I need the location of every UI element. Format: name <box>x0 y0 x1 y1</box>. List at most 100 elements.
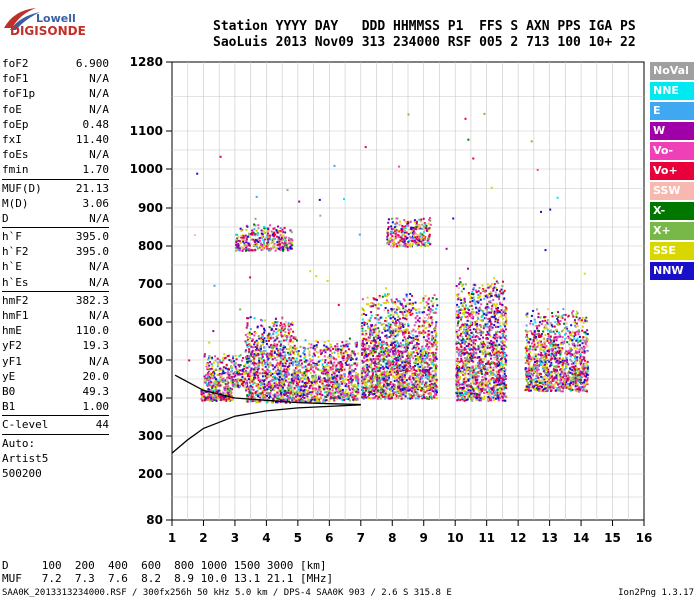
echo-point <box>463 306 466 309</box>
echo-point <box>200 397 203 400</box>
echo-point <box>413 367 416 370</box>
echo-point <box>257 387 260 390</box>
echo-point <box>259 397 262 400</box>
echo-point <box>418 320 421 323</box>
echo-point <box>424 339 427 341</box>
echo-point <box>470 293 473 295</box>
echo-point <box>459 370 462 373</box>
param-row: foEp 0.48 <box>2 117 109 132</box>
echo-point <box>398 391 401 394</box>
echo-point <box>422 359 425 362</box>
echo-point <box>246 387 249 390</box>
param-name: D <box>2 211 9 225</box>
echo-point <box>500 387 503 390</box>
echo-point <box>284 372 286 375</box>
echo-point <box>227 367 230 370</box>
echo-point <box>352 398 355 401</box>
echo-point <box>346 385 349 388</box>
echo-point <box>280 329 283 332</box>
echo-point <box>310 399 313 402</box>
echo-point <box>330 362 333 365</box>
echo-point <box>217 394 220 397</box>
echo-point <box>392 331 395 334</box>
echo-point <box>364 383 367 386</box>
echo-point <box>402 367 405 370</box>
echo-point <box>360 373 363 376</box>
echo-point <box>423 397 426 399</box>
echo-point <box>399 327 402 330</box>
echo-point <box>300 385 303 388</box>
echo-point <box>428 385 431 388</box>
param-name: hmE <box>2 324 22 338</box>
echo-point <box>279 381 282 383</box>
echo-point <box>300 390 303 393</box>
param-row: B0 49.3 <box>2 384 109 399</box>
echo-point <box>397 387 400 390</box>
echo-point <box>299 359 302 362</box>
echo-point <box>460 346 463 349</box>
echo-point <box>411 375 413 378</box>
echo-point <box>260 318 262 321</box>
echo-point <box>345 351 348 354</box>
echo-point <box>467 292 470 294</box>
param-value: N/A <box>89 148 109 162</box>
echo-point <box>384 330 387 332</box>
echo-point <box>271 393 274 396</box>
echo-point <box>315 380 318 383</box>
echo-point <box>210 398 212 401</box>
echo-point <box>398 323 401 326</box>
echo-point <box>371 374 374 377</box>
echo-point <box>412 366 415 369</box>
echo-point <box>409 396 412 399</box>
echo-point <box>353 385 356 388</box>
echo-point <box>493 378 496 381</box>
echo-point <box>432 344 435 347</box>
echo-point <box>431 321 434 324</box>
echo-point <box>291 321 294 324</box>
echo-point <box>367 319 370 322</box>
echo-point <box>279 352 282 355</box>
echo-point <box>397 354 399 357</box>
echo-point <box>372 354 375 357</box>
echo-point <box>299 377 302 380</box>
echo-point <box>410 354 413 357</box>
echo-point <box>391 346 394 349</box>
echo-point <box>496 344 499 347</box>
legend-item-ssw: SSW <box>650 182 694 200</box>
echo-point <box>348 366 351 369</box>
echo-point <box>405 342 407 345</box>
echo-point <box>395 340 398 343</box>
echo-point <box>369 336 372 338</box>
echo-point <box>388 293 390 295</box>
echo-point <box>282 386 284 389</box>
echo-point <box>308 352 311 355</box>
echo-point <box>335 382 338 385</box>
echo-point <box>387 322 390 325</box>
echo-point <box>369 333 371 336</box>
echo-point <box>319 349 322 352</box>
echo-point <box>496 370 499 373</box>
echo-point <box>311 384 314 387</box>
echo-point <box>504 357 507 360</box>
echo-point <box>326 371 329 374</box>
echo-point <box>369 353 372 356</box>
echo-point <box>408 298 411 301</box>
echo-point <box>246 366 249 369</box>
echo-point <box>361 333 364 336</box>
echo-point <box>387 351 390 354</box>
echo-point <box>503 289 506 292</box>
echo-point <box>415 339 418 341</box>
echo-point <box>369 366 372 369</box>
echo-point <box>395 346 398 348</box>
x-tick-label: 11 <box>478 531 495 545</box>
echo-point <box>344 378 347 381</box>
echo-point <box>426 321 429 324</box>
echo-point <box>375 356 378 359</box>
echo-point <box>283 327 286 330</box>
echo-point <box>281 355 284 358</box>
echo-point <box>249 328 252 330</box>
echo-point <box>349 359 352 361</box>
echo-point <box>331 386 334 389</box>
echo-point <box>243 380 246 383</box>
echo-point <box>419 355 422 358</box>
